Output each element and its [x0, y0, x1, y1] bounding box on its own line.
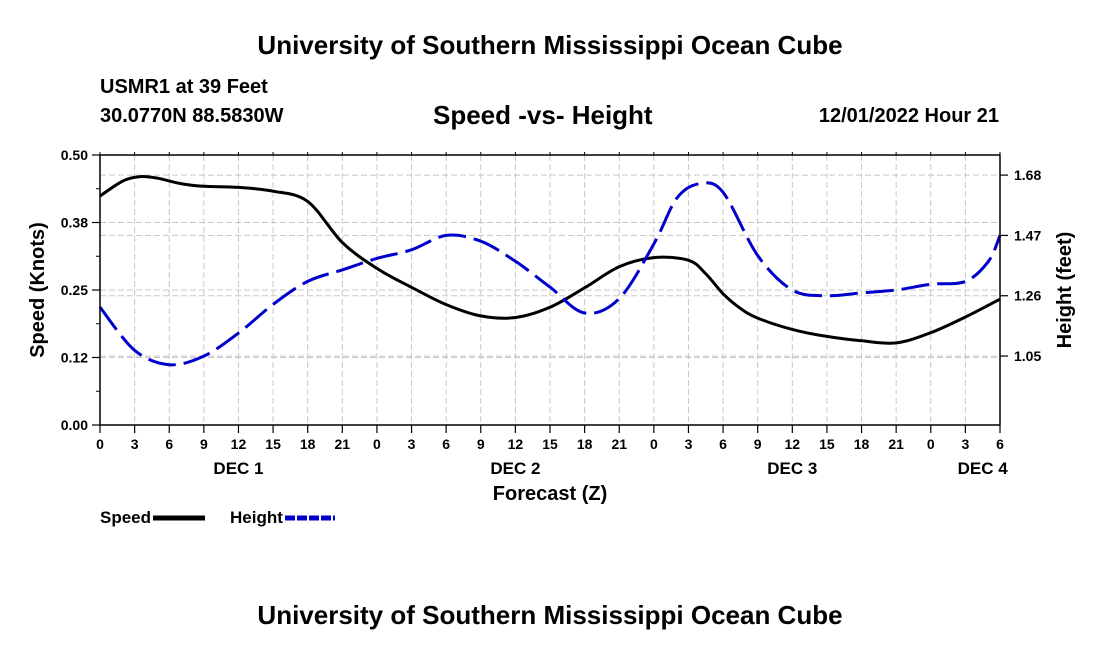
forecast-run-time: 12/01/2022 Hour 21 — [818, 105, 999, 127]
footer-title: University of Southern Mississippi Ocean… — [257, 600, 843, 630]
y-axis-title-right: Height (feet) — [1054, 232, 1076, 349]
grid-layer — [100, 155, 1000, 425]
x-tick-label: 3 — [961, 436, 969, 452]
x-tick-label: 12 — [231, 436, 247, 452]
axes-layer — [92, 152, 1008, 433]
x-day-label: DEC 4 — [958, 459, 1009, 478]
y-tick-label-left: 0.38 — [61, 215, 88, 231]
x-tick-label: 21 — [888, 436, 904, 452]
y-tick-label-left: 0.25 — [61, 282, 88, 298]
station-label: USMR1 at 39 Feet — [100, 76, 268, 98]
x-day-label: DEC 2 — [490, 459, 540, 478]
x-tick-label: 6 — [996, 436, 1004, 452]
x-day-label: DEC 1 — [213, 459, 263, 478]
y-tick-label-left: 0.12 — [61, 350, 88, 366]
x-tick-label: 0 — [373, 436, 381, 452]
series-line-speed — [99, 175, 1001, 345]
series-layer — [98, 175, 1002, 367]
station-coordinates: 30.0770N 88.5830W — [100, 105, 284, 127]
x-tick-label: 18 — [577, 436, 593, 452]
y-axis-title-left: Speed (Knots) — [27, 222, 49, 358]
legend-label-height: Height — [230, 508, 283, 527]
y-tick-label-right: 1.47 — [1014, 227, 1041, 243]
legend-swatch-speed — [153, 515, 206, 521]
y-tick-label-right: 1.68 — [1014, 167, 1041, 183]
chart-subtitle: Speed -vs- Height — [433, 100, 653, 130]
y-tick-label-right: 1.26 — [1014, 288, 1041, 304]
x-tick-label: 9 — [754, 436, 762, 452]
x-tick-label: 18 — [300, 436, 316, 452]
x-tick-label: 15 — [265, 436, 281, 452]
y-tick-label-right: 1.05 — [1014, 348, 1041, 364]
x-tick-label: 3 — [685, 436, 693, 452]
x-tick-label: 0 — [96, 436, 104, 452]
x-day-label: DEC 3 — [767, 459, 817, 478]
x-tick-label: 18 — [854, 436, 870, 452]
series-line-height — [98, 181, 1002, 367]
x-tick-label: 0 — [650, 436, 658, 452]
labels-layer: Forecast (Z) Speed (Knots) Height (feet)… — [27, 147, 1076, 505]
legend-item-height: Height — [230, 508, 339, 528]
x-tick-label: 0 — [927, 436, 935, 452]
x-tick-label: 21 — [611, 436, 627, 452]
x-tick-label: 12 — [508, 436, 524, 452]
x-tick-label: 6 — [719, 436, 727, 452]
x-tick-label: 12 — [785, 436, 801, 452]
y-tick-label-left: 0.00 — [61, 417, 88, 433]
legend-swatch-height — [284, 515, 335, 521]
x-tick-label: 6 — [442, 436, 450, 452]
y-tick-label-left: 0.50 — [61, 147, 88, 163]
x-tick-label: 6 — [165, 436, 173, 452]
x-tick-label: 9 — [200, 436, 208, 452]
legend-item-speed: Speed — [100, 508, 207, 528]
x-tick-label: 15 — [542, 436, 558, 452]
x-tick-label: 3 — [131, 436, 139, 452]
x-axis-title: Forecast (Z) — [493, 483, 607, 505]
x-tick-label: 15 — [819, 436, 835, 452]
x-tick-label: 21 — [335, 436, 351, 452]
x-tick-label: 9 — [477, 436, 485, 452]
legend-label-speed: Speed — [100, 508, 152, 527]
x-tick-label: 3 — [408, 436, 416, 452]
chart-main-title: University of Southern Mississippi Ocean… — [257, 30, 843, 60]
